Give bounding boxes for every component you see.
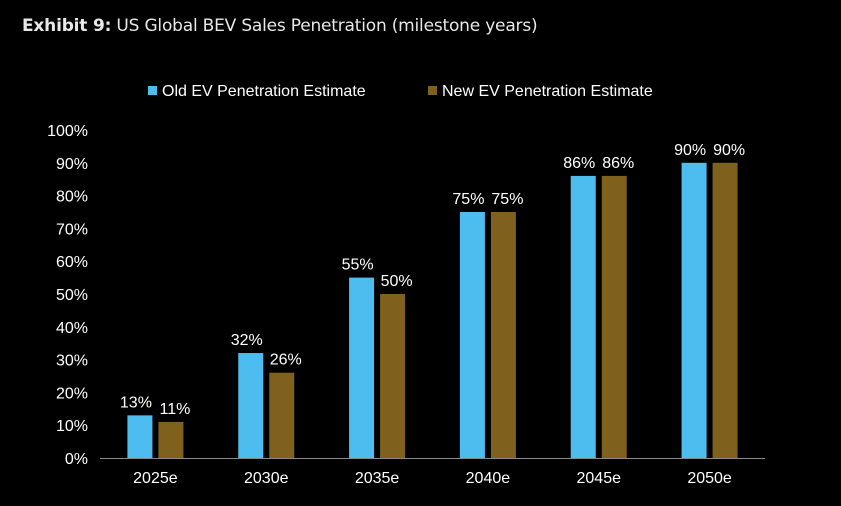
bar-new-2025e bbox=[158, 421, 184, 458]
legend: Old EV Penetration Estimate New EV Penetr… bbox=[148, 83, 653, 100]
data-label: 55% bbox=[342, 257, 374, 274]
bar-old-2050e bbox=[681, 162, 707, 459]
bar-old-2025e bbox=[127, 415, 153, 458]
data-label: 86% bbox=[602, 155, 634, 172]
x-tick-label: 2035e bbox=[355, 470, 400, 487]
bar-old-2045e bbox=[570, 175, 596, 459]
y-axis: 0% 10% 20% 30% 40% 50% 60% 70% 80% 90% 100% bbox=[47, 123, 88, 468]
data-label: 32% bbox=[231, 332, 263, 349]
y-tick-label: 20% bbox=[56, 385, 88, 402]
data-label: 75% bbox=[452, 191, 484, 208]
x-tick-label: 2025e bbox=[133, 470, 178, 487]
legend-swatch-new bbox=[428, 86, 437, 95]
x-tick-label: 2030e bbox=[244, 470, 289, 487]
data-label: 50% bbox=[381, 273, 413, 290]
y-tick-label: 0% bbox=[65, 451, 88, 468]
y-tick-label: 80% bbox=[56, 189, 88, 206]
data-label: 13% bbox=[120, 394, 152, 411]
data-label: 26% bbox=[270, 352, 302, 369]
y-tick-label: 100% bbox=[47, 123, 88, 140]
legend-label-new: New EV Penetration Estimate bbox=[442, 83, 653, 100]
data-label: 90% bbox=[674, 142, 706, 159]
y-tick-label: 70% bbox=[56, 221, 88, 238]
bar-new-2045e bbox=[601, 175, 627, 459]
legend-label-old: Old EV Penetration Estimate bbox=[162, 83, 366, 100]
bar-new-2035e bbox=[380, 294, 406, 458]
data-label: 11% bbox=[159, 401, 190, 418]
exhibit-label: Exhibit 9: bbox=[22, 16, 112, 36]
x-tick-label: 2045e bbox=[577, 470, 622, 487]
bar-new-2040e bbox=[490, 212, 516, 458]
data-label: 75% bbox=[491, 191, 523, 208]
data-label: 90% bbox=[713, 142, 745, 159]
x-tick-label: 2040e bbox=[466, 470, 511, 487]
bar-old-2035e bbox=[349, 277, 375, 458]
y-tick-label: 10% bbox=[56, 418, 88, 435]
x-tick-label: 2050e bbox=[687, 470, 732, 487]
bar-old-2040e bbox=[459, 212, 485, 458]
exhibit-title-text: US Global BEV Sales Penetration (milesto… bbox=[116, 16, 538, 36]
bar-old-2030e bbox=[238, 353, 264, 458]
bar-new-2050e bbox=[712, 162, 738, 459]
bars bbox=[127, 162, 738, 459]
y-tick-label: 30% bbox=[56, 353, 88, 370]
y-tick-label: 40% bbox=[56, 320, 88, 337]
y-tick-label: 60% bbox=[56, 254, 88, 271]
legend-swatch-old bbox=[148, 86, 157, 95]
data-label: 86% bbox=[563, 155, 595, 172]
bar-new-2030e bbox=[269, 372, 295, 458]
y-tick-label: 90% bbox=[56, 156, 88, 173]
x-axis: 2025e 2030e 2035e 2040e 2045e 2050e bbox=[133, 470, 732, 487]
y-tick-label: 50% bbox=[56, 287, 88, 304]
exhibit-title: Exhibit 9: US Global BEV Sales Penetrati… bbox=[22, 16, 538, 36]
data-labels: 13% 11% 32% 26% 55% 50% 75% 75% 86% 86% 90% 90% bbox=[120, 142, 745, 418]
